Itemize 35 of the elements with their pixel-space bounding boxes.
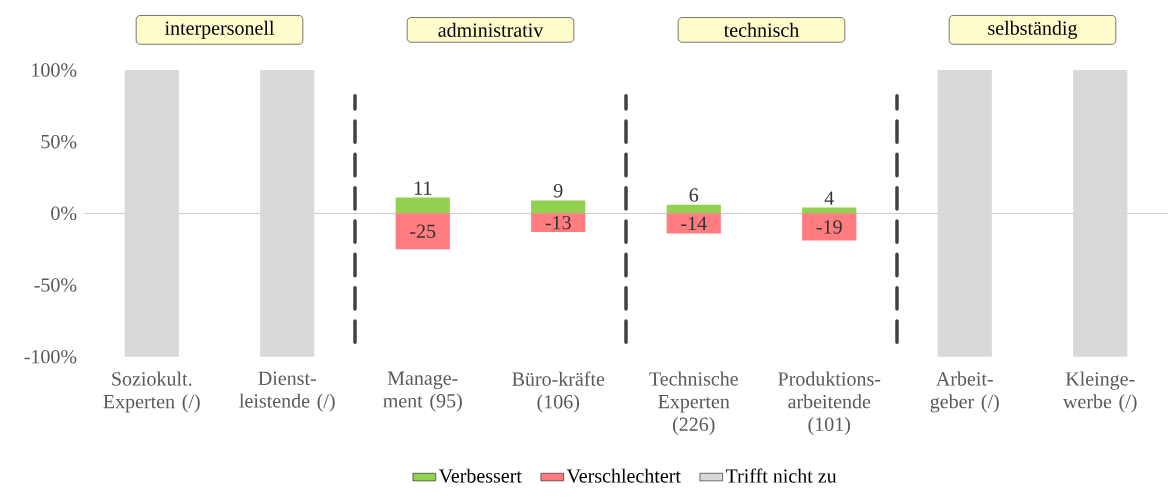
data-label: -25 (410, 224, 436, 238)
text: interpersonell (164, 20, 275, 39)
x-tick-label: Produktions-arbeitende (101) (778, 371, 881, 435)
x-tick-label: Arbeit-geber (/) (930, 371, 999, 413)
x-tick-label: Manage-ment (95) (383, 371, 462, 412)
text: administrativ (438, 22, 544, 37)
x-tick-label: Dienst-leistende (/) (239, 371, 335, 412)
legend-label: Verschlechtert (566, 468, 681, 483)
data-label: 11 (414, 181, 432, 195)
x-tick-label: Büro-kräfte (106) (512, 371, 605, 413)
bar (395, 197, 450, 214)
bar (531, 200, 586, 214)
bar (395, 213, 450, 250)
bar (802, 213, 857, 241)
data-label: 6 (689, 188, 699, 202)
text: selbständig (988, 20, 1078, 39)
legend-label: Trifft nicht zu (725, 468, 837, 483)
x-tick-label: Soziokult. Experten (/) (103, 371, 200, 413)
data-label: 4 (824, 191, 834, 205)
y-tick-label: -50% (34, 278, 77, 292)
data-label: 9 (553, 183, 563, 198)
x-tick-label: Technische Experten (226) (649, 371, 738, 435)
bar (531, 213, 586, 232)
legend-label: Verbessert (438, 468, 522, 483)
x-tick-label: Kleinge-werbe (/) (1063, 371, 1137, 413)
text: technisch (723, 22, 799, 37)
y-tick-label: 100% (32, 63, 77, 77)
data-label: -19 (816, 220, 842, 234)
y-tick-label: 50% (41, 134, 77, 149)
bar (666, 204, 721, 214)
data-label: -13 (545, 215, 571, 230)
bar (666, 213, 721, 234)
y-tick-label: -100% (24, 349, 77, 364)
y-tick-label: 0% (51, 206, 77, 220)
data-label: -14 (681, 216, 707, 230)
